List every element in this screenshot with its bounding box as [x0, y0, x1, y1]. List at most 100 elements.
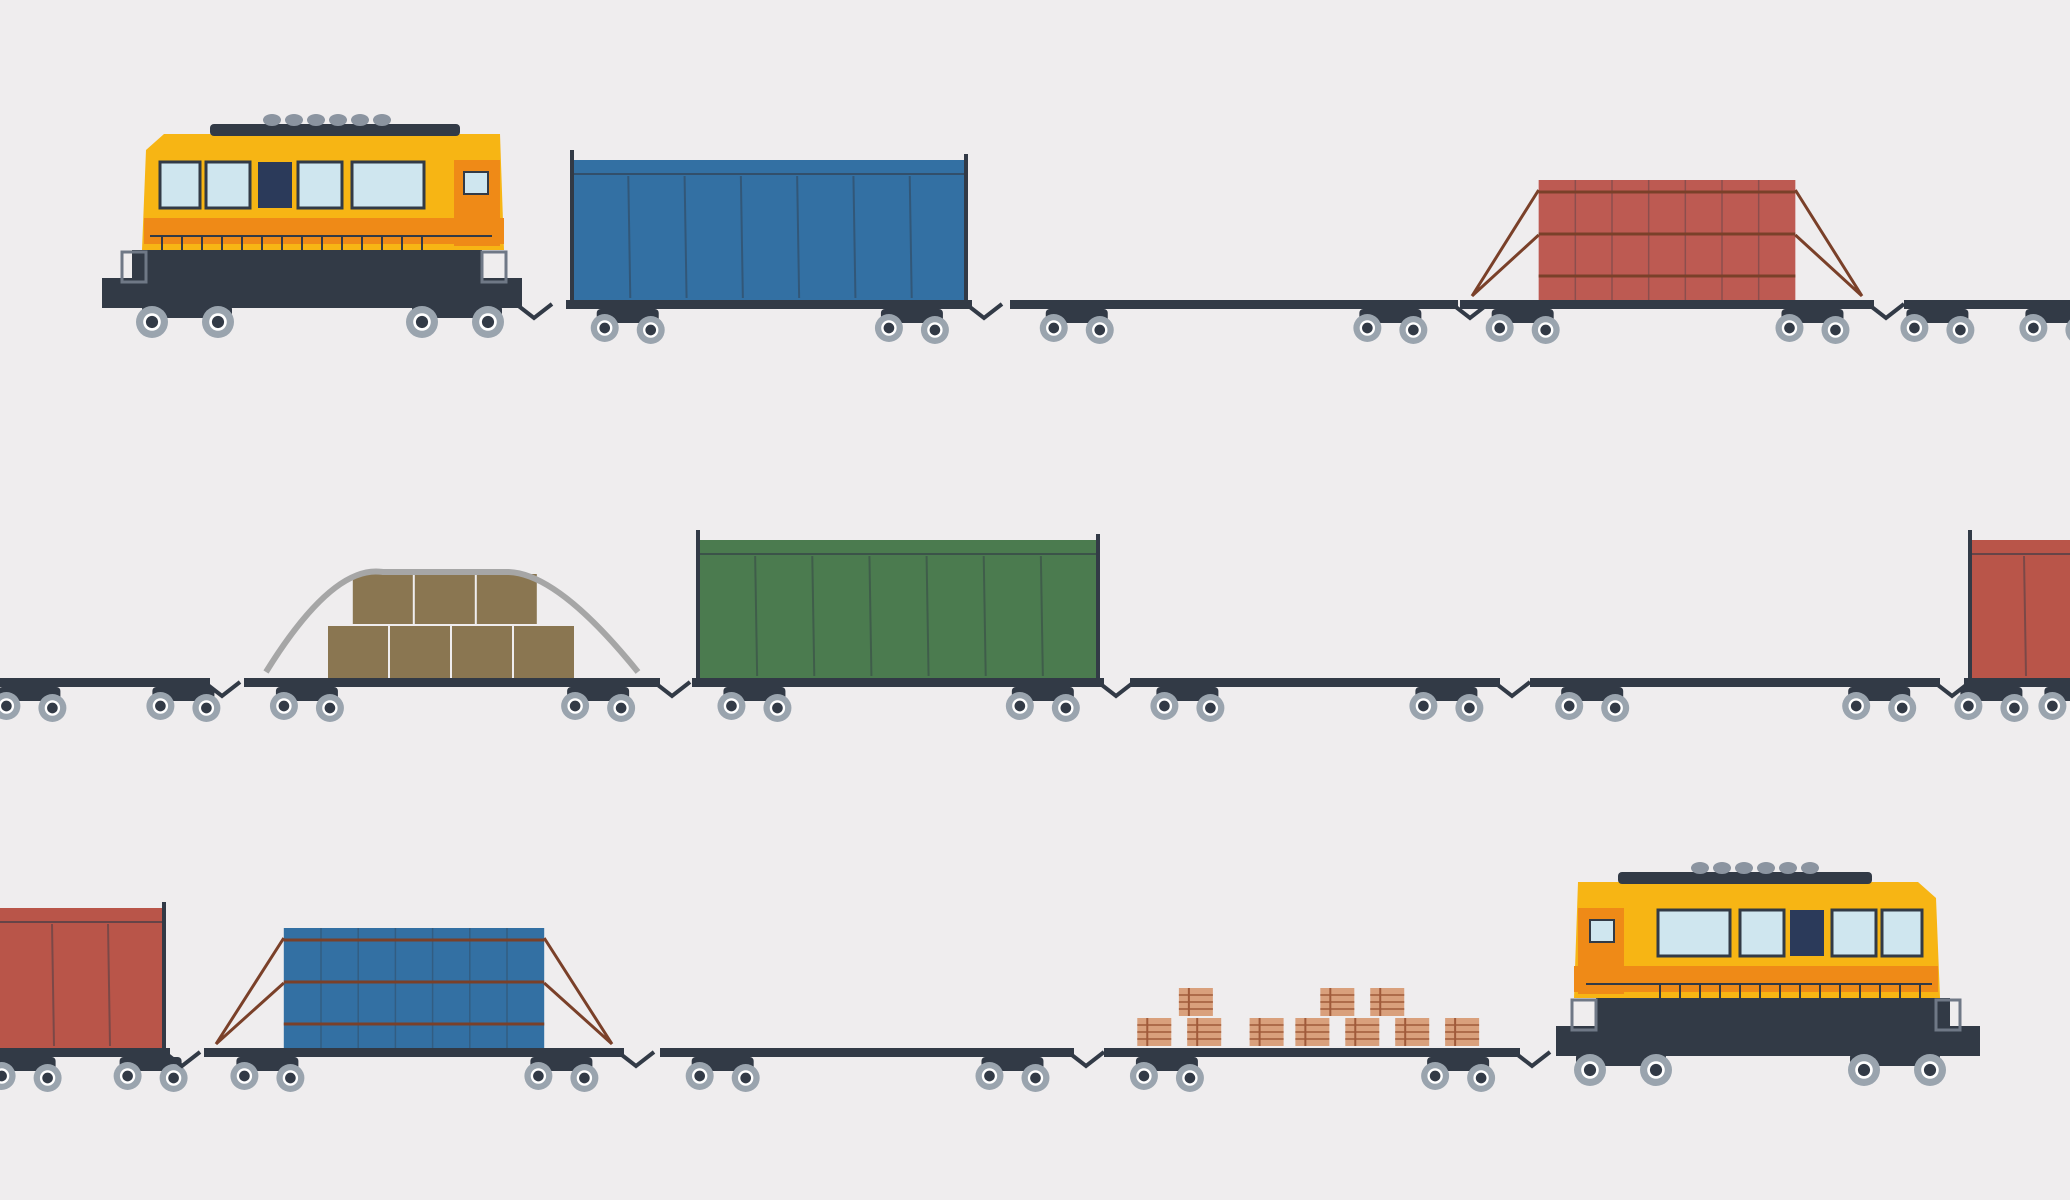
window — [296, 160, 344, 210]
wheel — [2065, 319, 2070, 341]
wheel-hub — [201, 702, 212, 714]
wheel-hub — [1563, 700, 1575, 712]
train-row-1 — [102, 114, 2070, 344]
empty-flatcar — [660, 1048, 1074, 1092]
coupler — [202, 680, 242, 699]
locomotive-frame — [1596, 998, 1950, 1028]
window — [204, 160, 252, 210]
boxcar-body — [1970, 540, 2070, 678]
wheel-hub — [533, 1070, 544, 1082]
boxcar-rib — [868, 555, 873, 677]
wheel-hub — [929, 324, 941, 336]
coupler — [1866, 302, 1906, 321]
boxcar-body — [698, 540, 1098, 678]
wheel-hub — [2009, 702, 2020, 714]
wheel-hub — [1030, 1072, 1041, 1084]
locomotive-stripe — [144, 218, 504, 244]
wheel-hub — [694, 1070, 705, 1082]
wheel-hub — [1896, 702, 1908, 714]
wheel-hub — [740, 1072, 751, 1084]
wheel-hub — [47, 702, 58, 714]
wheel-hub — [1048, 322, 1060, 334]
boxcar-rib — [683, 175, 688, 299]
wheel-hub — [1909, 322, 1920, 334]
wheel-hub — [278, 700, 290, 712]
boxcar — [566, 150, 972, 344]
wheel-hub — [1138, 1070, 1150, 1082]
empty-flatcar — [1010, 300, 1458, 344]
cargo-box — [352, 574, 413, 624]
boxcar-rib — [739, 175, 744, 299]
train-row-2 — [0, 530, 2070, 722]
boxcar-rib — [627, 175, 632, 299]
wheel-hub — [168, 1072, 179, 1084]
cargo-box — [328, 626, 388, 678]
flatcar-deck — [244, 678, 660, 687]
boxcar-rib — [107, 923, 111, 1047]
flatcar-deck — [1530, 678, 1940, 687]
empty-flatcar — [1530, 678, 1940, 722]
wheel-hub — [1583, 1063, 1597, 1077]
step-ladder — [120, 250, 148, 284]
cab-window — [1589, 919, 1615, 943]
strapped-crate — [204, 928, 624, 1092]
roof-fan — [351, 114, 369, 126]
roof-fan — [1757, 862, 1775, 874]
empty-flatcar — [0, 678, 221, 722]
boxcar-rib — [2023, 555, 2027, 677]
flatcar-deck — [1460, 300, 1874, 309]
lumber-bundles — [1104, 988, 1520, 1092]
cargo-box — [414, 574, 475, 624]
locomotive-chassis — [102, 278, 522, 308]
crate — [1538, 180, 1796, 300]
wheel-hub — [1955, 324, 1966, 336]
boxcar-rib — [796, 175, 801, 299]
boxcar-body — [572, 160, 966, 300]
wheel-hub — [2028, 322, 2039, 334]
empty-flatcar — [1130, 678, 1500, 722]
flatcar-deck — [204, 1048, 624, 1057]
coupler — [652, 680, 692, 699]
boxcar — [1954, 530, 2070, 722]
boxcar-rib — [1039, 555, 1044, 677]
roof-fan — [1801, 862, 1819, 874]
wheel-hub — [1429, 1070, 1441, 1082]
coupler — [964, 302, 1004, 321]
vent-grille — [1790, 910, 1824, 956]
wheel-hub — [239, 1070, 250, 1082]
flatcar-deck — [1104, 1048, 1520, 1057]
wheel-hub — [1408, 324, 1419, 336]
boxcar-rib — [51, 923, 55, 1047]
flatcar-deck — [1964, 678, 2070, 687]
boxcar-body — [0, 908, 164, 1048]
cab-window — [463, 171, 489, 195]
roof — [1618, 872, 1872, 884]
boxcar-rib — [908, 175, 913, 299]
coupler — [616, 1050, 656, 1069]
roof — [210, 124, 460, 136]
wheel-hub — [1857, 1063, 1871, 1077]
cargo-box — [476, 574, 537, 624]
wheel-hub — [1609, 702, 1621, 714]
window — [1738, 908, 1786, 958]
wheel-hub — [1850, 700, 1862, 712]
window — [350, 160, 426, 210]
wheel-hub — [42, 1072, 53, 1084]
boxcar-rib — [925, 555, 930, 677]
tie-down — [542, 937, 614, 1046]
coupler — [1512, 1050, 1552, 1069]
cargo-box — [514, 626, 574, 678]
wheel-hub — [1649, 1063, 1663, 1077]
crate — [283, 928, 545, 1048]
roof-fan — [1713, 862, 1731, 874]
wheel-hub — [1494, 322, 1506, 334]
boxes-under-tarp — [244, 568, 660, 722]
window — [1656, 908, 1732, 958]
wheel-hub — [481, 315, 495, 329]
flatcar-deck — [1130, 678, 1500, 687]
roof-fan — [1735, 862, 1753, 874]
wheel-hub — [1830, 324, 1841, 336]
locomotive-stripe — [1574, 966, 1938, 992]
wheel-hub — [0, 1070, 7, 1082]
